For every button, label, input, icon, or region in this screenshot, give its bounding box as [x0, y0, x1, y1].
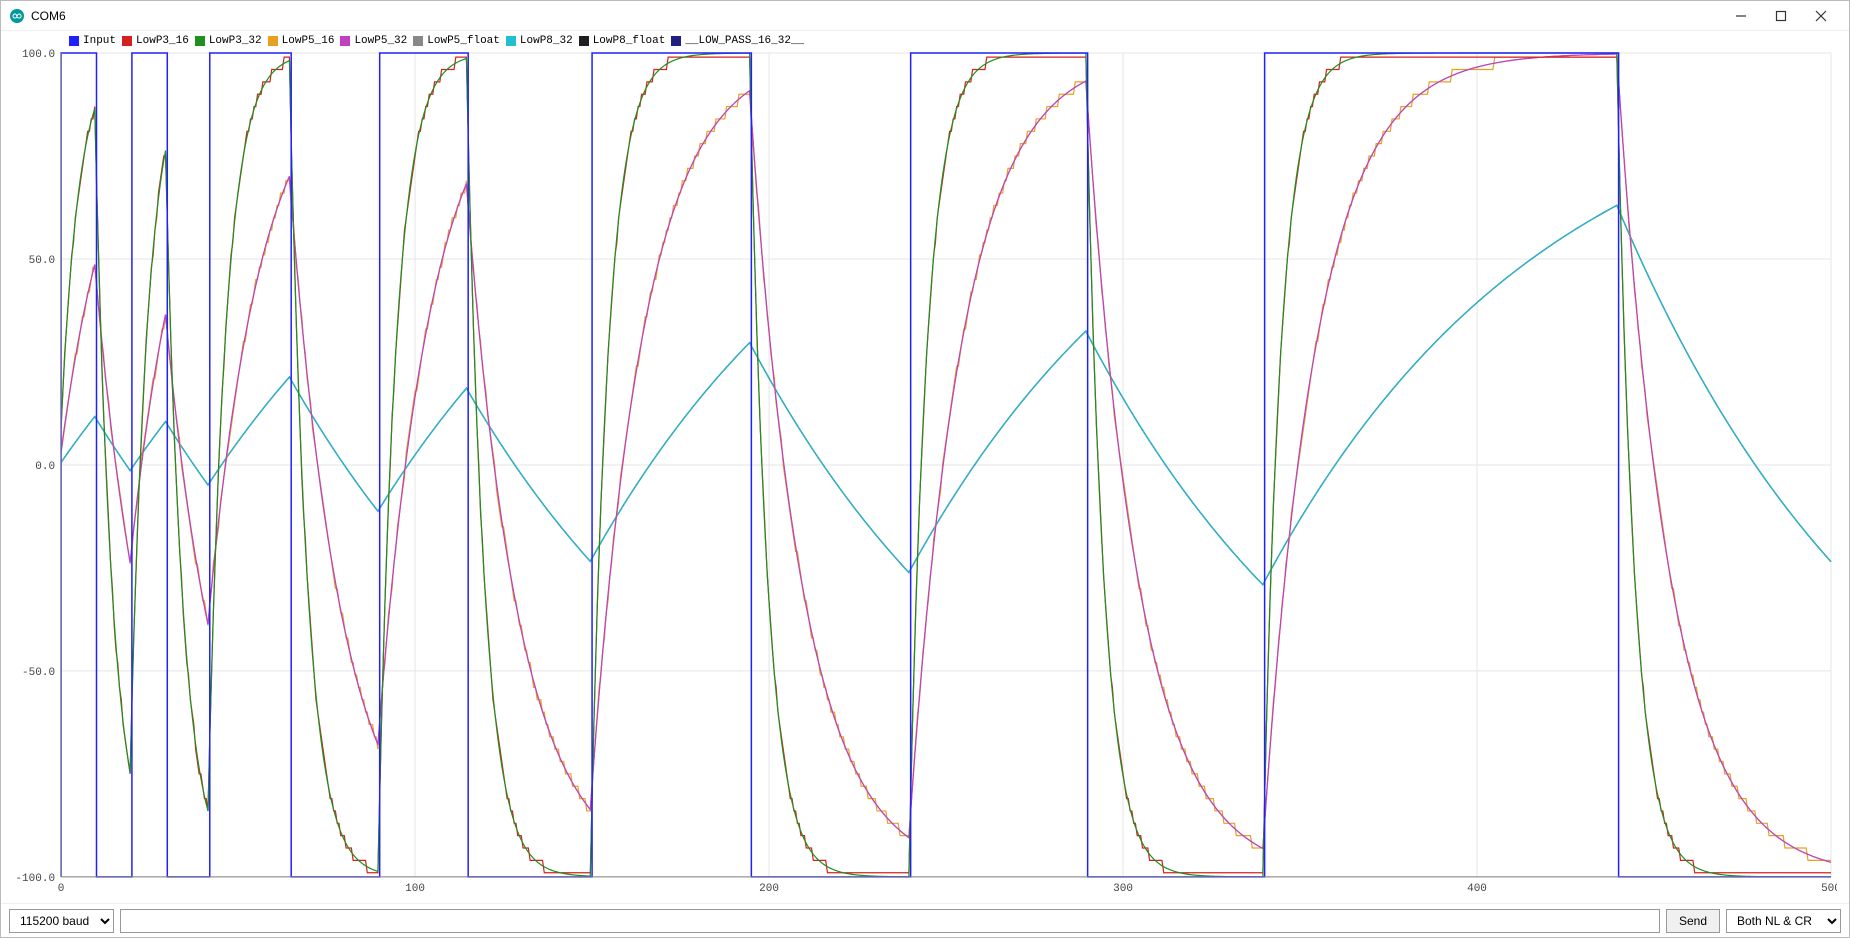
window-title: COM6: [31, 9, 66, 23]
legend-swatch: [506, 36, 516, 46]
plot-canvas: 0 100 200 300 400 500 -100.0 -50.0 0.0 50.0 100.0: [13, 49, 1837, 897]
legend-label: LowP5_32: [354, 35, 407, 47]
titlebar: COM6: [1, 1, 1849, 31]
legend-item: LowP8_float: [579, 35, 666, 47]
legend-swatch: [413, 36, 423, 46]
plot-area: 0 100 200 300 400 500 -100.0 -50.0 0.0 50.0 100.0: [1, 49, 1849, 903]
legend-label: LowP5_16: [282, 35, 335, 47]
xtick-label: 300: [1113, 883, 1133, 895]
legend-label: LowP3_16: [136, 35, 189, 47]
legend-label: __LOW_PASS_16_32__: [685, 35, 804, 47]
minimize-button[interactable]: [1721, 1, 1761, 31]
legend-swatch: [268, 36, 278, 46]
legend-swatch: [195, 36, 205, 46]
close-button[interactable]: [1801, 1, 1841, 31]
xtick-label: 200: [759, 883, 779, 895]
ytick-label: -50.0: [22, 667, 55, 679]
legend-swatch: [69, 36, 79, 46]
ytick-label: -100.0: [15, 873, 55, 885]
legend-item: LowP5_float: [413, 35, 500, 47]
legend-item: LowP8_32: [506, 35, 573, 47]
ytick-label: 0.0: [35, 461, 55, 473]
legend-swatch: [122, 36, 132, 46]
legend-label: Input: [83, 35, 116, 47]
legend-swatch: [671, 36, 681, 46]
legend-item: LowP5_16: [268, 35, 335, 47]
xtick-label: 0: [58, 883, 65, 895]
legend-swatch: [340, 36, 350, 46]
xtick-label: 100: [405, 883, 425, 895]
baud-select[interactable]: 9600 baud19200 baud38400 baud57600 baud1…: [9, 909, 114, 933]
legend-swatch: [579, 36, 589, 46]
legend-item: LowP5_32: [340, 35, 407, 47]
xtick-label: 500: [1821, 883, 1837, 895]
serial-input[interactable]: [120, 909, 1660, 933]
legend-label: LowP8_float: [593, 35, 666, 47]
xtick-label: 400: [1467, 883, 1487, 895]
legend-label: LowP3_32: [209, 35, 262, 47]
legend-item: Input: [69, 35, 116, 47]
legend-label: LowP8_32: [520, 35, 573, 47]
maximize-button[interactable]: [1761, 1, 1801, 31]
legend: Input LowP3_16 LowP3_32 LowP5_16 LowP5_32 Low…: [1, 31, 1849, 49]
ytick-label: 100.0: [22, 49, 55, 61]
footer: 9600 baud19200 baud38400 baud57600 baud1…: [1, 903, 1849, 937]
line-ending-select[interactable]: No line endingNewlineCarriage returnBoth…: [1726, 909, 1841, 933]
legend-item: __LOW_PASS_16_32__: [671, 35, 804, 47]
ytick-label: 50.0: [29, 255, 55, 267]
send-button[interactable]: Send: [1666, 909, 1720, 933]
legend-item: LowP3_16: [122, 35, 189, 47]
window: COM6 Input LowP3_16 LowP3_32 LowP5_16 LowP5_…: [0, 0, 1850, 938]
legend-label: LowP5_float: [427, 35, 500, 47]
arduino-icon: [9, 8, 25, 24]
legend-item: LowP3_32: [195, 35, 262, 47]
